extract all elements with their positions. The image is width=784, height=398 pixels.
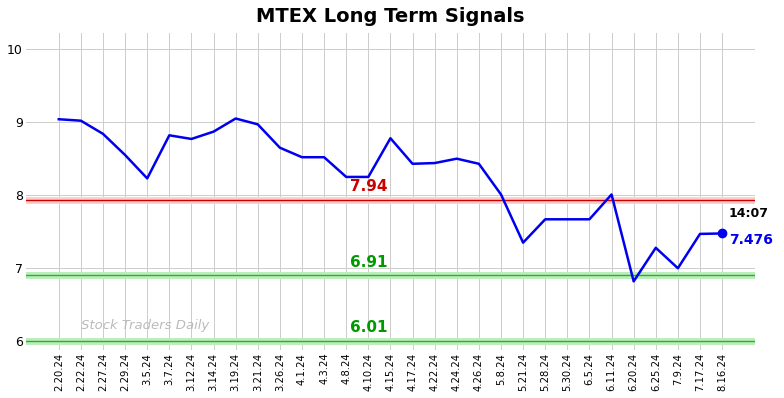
Text: 6.91: 6.91 xyxy=(350,255,387,270)
Text: 7.94: 7.94 xyxy=(350,179,387,195)
Text: 14:07: 14:07 xyxy=(729,207,769,220)
Text: 6.01: 6.01 xyxy=(350,320,387,336)
Title: MTEX Long Term Signals: MTEX Long Term Signals xyxy=(256,7,524,26)
Text: 7.476: 7.476 xyxy=(729,234,772,248)
Text: Stock Traders Daily: Stock Traders Daily xyxy=(81,320,209,332)
